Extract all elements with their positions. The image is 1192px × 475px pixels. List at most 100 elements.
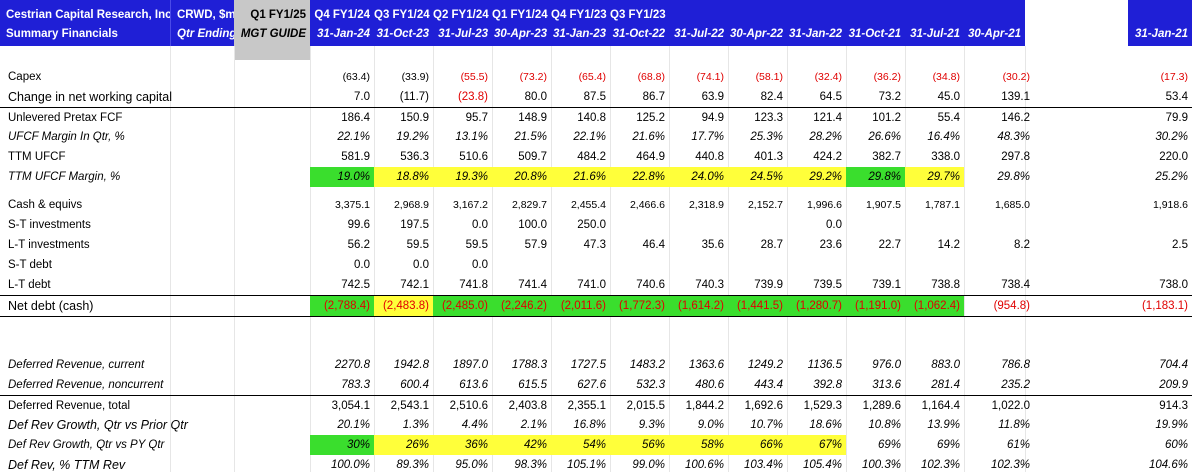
table-cell[interactable]: 22.1% [337, 131, 370, 143]
table-cell[interactable]: 1897.0 [452, 359, 488, 371]
table-cell[interactable]: 2,318.9 [688, 199, 724, 211]
table-cell[interactable]: 46.4 [642, 239, 665, 251]
table-cell[interactable]: 1363.6 [688, 359, 724, 371]
table-cell[interactable]: 250.0 [577, 219, 606, 231]
table-cell[interactable]: (17.3) [1160, 71, 1188, 83]
table-cell[interactable]: 510.6 [459, 151, 488, 163]
table-cell[interactable]: (1,441.5) [728, 296, 787, 316]
table-cell[interactable]: 18.6% [809, 419, 842, 431]
table-cell[interactable]: 104.6% [1148, 459, 1188, 471]
table-cell[interactable] [964, 215, 1034, 235]
table-cell[interactable]: 61% [1006, 439, 1030, 451]
table-cell[interactable]: 739.9 [754, 279, 783, 291]
table-cell[interactable]: 22.7 [878, 239, 901, 251]
table-cell[interactable]: 10.8% [868, 419, 901, 431]
table-cell[interactable]: 480.6 [695, 379, 724, 391]
table-cell[interactable]: 26.6% [868, 131, 901, 143]
table-cell[interactable]: 741.8 [459, 279, 488, 291]
table-cell[interactable]: 59.5 [406, 239, 429, 251]
table-cell[interactable]: (32.4) [814, 71, 842, 83]
table-cell[interactable]: (58.1) [755, 71, 783, 83]
table-cell[interactable]: 95.0% [455, 459, 488, 471]
table-cell[interactable]: 740.3 [695, 279, 724, 291]
table-cell[interactable]: (33.9) [401, 71, 429, 83]
table-cell[interactable]: 100.6% [684, 459, 724, 471]
period-header-4[interactable]: Q4 FY1/23 31-Jan-23 [551, 0, 610, 46]
table-cell[interactable]: 125.2 [636, 112, 665, 124]
table-cell[interactable]: 18.8% [374, 167, 433, 187]
table-cell[interactable]: 2,510.6 [449, 400, 488, 412]
table-cell[interactable]: 21.5% [514, 131, 547, 143]
table-cell[interactable]: (2,246.2) [492, 296, 551, 316]
table-cell[interactable]: 0.0 [472, 219, 488, 231]
table-cell[interactable] [551, 255, 610, 275]
table-cell[interactable]: 103.4% [743, 459, 783, 471]
table-cell[interactable]: 30% [310, 435, 374, 455]
table-cell[interactable]: 59.5 [465, 239, 488, 251]
table-cell[interactable]: 2,466.6 [629, 199, 665, 211]
table-cell[interactable]: 0.0 [472, 259, 488, 271]
table-cell[interactable]: 66% [728, 435, 787, 455]
table-cell[interactable]: 20.1% [337, 419, 370, 431]
table-cell[interactable] [492, 255, 551, 275]
header-title-cell[interactable]: Cestrian Capital Research, Inc Summary F… [0, 0, 172, 46]
table-cell[interactable]: (1,772.3) [610, 296, 669, 316]
table-cell[interactable]: 297.8 [1001, 151, 1030, 163]
table-cell[interactable]: 739.1 [872, 279, 901, 291]
table-cell[interactable]: 17.7% [691, 131, 724, 143]
table-cell[interactable]: 100.3% [861, 459, 901, 471]
table-cell[interactable]: 1,918.6 [1152, 199, 1188, 211]
table-cell[interactable]: 9.3% [638, 419, 665, 431]
table-cell[interactable]: 209.9 [1159, 379, 1188, 391]
table-cell[interactable]: (11.7) [399, 91, 429, 103]
table-cell[interactable]: (30.2) [1002, 71, 1030, 83]
table-cell[interactable]: 914.3 [1159, 400, 1188, 412]
table-cell[interactable]: 35.6 [701, 239, 724, 251]
table-cell[interactable]: 150.9 [400, 112, 429, 124]
period-header-10[interactable]: 31-Jul-21 [905, 0, 964, 46]
table-cell[interactable]: (1,191.0) [846, 296, 905, 316]
table-cell[interactable]: (1,614.2) [669, 296, 728, 316]
table-cell[interactable]: 1136.5 [807, 359, 842, 371]
table-cell[interactable]: 102.3% [920, 459, 960, 471]
table-cell[interactable]: 484.2 [577, 151, 606, 163]
table-cell[interactable] [610, 215, 669, 235]
table-cell[interactable]: 883.0 [931, 359, 960, 371]
table-cell[interactable]: 382.7 [872, 151, 901, 163]
table-cell[interactable]: 42% [492, 435, 551, 455]
table-cell[interactable]: 443.4 [754, 379, 783, 391]
table-cell[interactable]: 55.4 [937, 112, 960, 124]
table-cell[interactable]: 7.0 [354, 91, 370, 103]
table-cell[interactable]: (2,011.6) [551, 296, 610, 316]
table-cell[interactable]: 64.5 [819, 91, 842, 103]
table-cell[interactable]: 25.3% [750, 131, 783, 143]
table-cell[interactable]: 58% [669, 435, 728, 455]
table-cell[interactable]: 1,289.6 [862, 400, 901, 412]
table-cell[interactable]: 22.1% [573, 131, 606, 143]
table-cell[interactable]: 56% [610, 435, 669, 455]
table-cell[interactable]: 98.3% [514, 459, 547, 471]
table-cell[interactable]: 10.7% [750, 419, 783, 431]
table-cell[interactable]: 140.8 [577, 112, 606, 124]
period-header-5[interactable]: Q3 FY1/23 31-Oct-22 [610, 0, 669, 46]
header-guide-cell[interactable]: Q1 FY1/25 MGT GUIDE [234, 0, 310, 46]
table-cell[interactable]: 738.4 [1001, 279, 1030, 291]
table-cell[interactable]: 29.2% [787, 167, 846, 187]
table-cell[interactable]: 60% [1164, 439, 1188, 451]
table-cell[interactable]: 739.5 [813, 279, 842, 291]
table-cell[interactable]: 235.2 [1001, 379, 1030, 391]
table-cell[interactable]: 4.4% [461, 419, 488, 431]
table-cell[interactable]: 101.2 [872, 112, 901, 124]
table-cell[interactable]: 313.6 [872, 379, 901, 391]
table-cell[interactable]: 67% [787, 435, 846, 455]
table-cell[interactable]: 186.4 [341, 112, 370, 124]
table-cell[interactable]: 13.1% [455, 131, 488, 143]
table-cell[interactable] [610, 255, 669, 275]
table-cell[interactable]: 740.6 [636, 279, 665, 291]
table-cell[interactable]: 69% [877, 439, 901, 451]
table-cell[interactable]: 146.2 [1001, 112, 1030, 124]
table-cell[interactable]: 19.9% [1155, 419, 1188, 431]
period-header-9[interactable]: 31-Oct-21 [846, 0, 905, 46]
table-cell[interactable]: 45.0 [937, 91, 960, 103]
table-cell[interactable]: 30.2% [1155, 131, 1188, 143]
